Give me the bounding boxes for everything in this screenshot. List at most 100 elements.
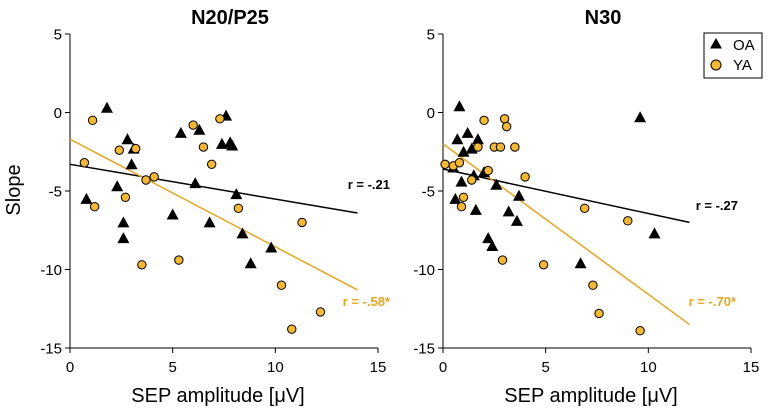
data-point-oa xyxy=(451,133,464,145)
legend-oa-marker xyxy=(710,38,722,49)
data-point-ya xyxy=(215,114,225,124)
x-tick-label: 5 xyxy=(541,359,549,376)
legend-ya-label: YA xyxy=(733,57,752,74)
data-point-ya xyxy=(315,307,326,317)
y-tick-label: 0 xyxy=(427,105,435,122)
data-point-oa xyxy=(634,111,647,123)
r-label-ya: r = -.58* xyxy=(343,294,391,309)
x-tick-label: 15 xyxy=(743,359,760,376)
data-point-oa xyxy=(121,133,134,145)
data-point-oa xyxy=(648,227,661,239)
r-label-oa: r = -.27 xyxy=(696,198,738,213)
data-point-ya xyxy=(276,280,287,290)
data-point-oa xyxy=(80,192,93,204)
r-label-oa: r = -.21 xyxy=(348,177,390,192)
data-point-ya xyxy=(520,172,530,182)
x-tick-label: 5 xyxy=(168,359,176,376)
data-point-ya xyxy=(440,159,450,170)
data-point-oa xyxy=(512,189,525,201)
data-point-oa xyxy=(189,177,202,189)
y-tick-label: -15 xyxy=(40,341,62,358)
y-tick-label: -5 xyxy=(49,184,62,201)
chart-title: N30 xyxy=(585,7,622,29)
y-tick-label: -10 xyxy=(40,262,62,279)
data-point-ya xyxy=(174,255,184,265)
x-tick-label: 15 xyxy=(370,359,387,376)
data-point-ya xyxy=(473,142,483,152)
y-tick-label: -10 xyxy=(413,262,435,279)
y-tick-label: -5 xyxy=(422,184,435,201)
data-point-oa xyxy=(125,158,138,170)
r-label-ya: r = -.70* xyxy=(689,294,737,309)
data-point-oa xyxy=(486,239,499,251)
data-point-ya xyxy=(458,192,469,202)
data-point-ya xyxy=(497,255,508,265)
x-axis-label: SEP amplitude [μV] xyxy=(504,385,677,407)
data-point-ya xyxy=(89,202,100,212)
data-point-ya xyxy=(467,175,477,185)
data-point-ya xyxy=(594,308,604,319)
data-point-ya xyxy=(137,260,147,270)
data-point-ya xyxy=(206,159,217,170)
data-point-oa xyxy=(455,175,468,187)
data-point-oa xyxy=(203,216,216,228)
y-tick-label: 5 xyxy=(54,27,62,44)
data-point-oa xyxy=(453,100,466,112)
data-point-ya xyxy=(579,203,590,213)
data-point-oa xyxy=(244,257,257,269)
data-point-ya xyxy=(79,158,90,168)
data-point-ya xyxy=(479,115,489,126)
data-point-oa xyxy=(117,232,130,244)
data-point-ya xyxy=(588,280,598,290)
data-point-oa xyxy=(230,188,243,200)
legend-oa-label: OA xyxy=(733,37,755,54)
data-point-ya xyxy=(198,142,209,152)
x-tick-label: 0 xyxy=(439,359,447,376)
data-point-oa xyxy=(193,123,206,135)
legend-ya-marker xyxy=(710,59,722,71)
data-point-ya xyxy=(623,216,633,226)
y-tick-label: 5 xyxy=(427,27,435,44)
data-point-oa xyxy=(174,126,187,138)
data-point-oa xyxy=(490,178,503,190)
data-point-ya xyxy=(483,165,493,176)
data-point-ya xyxy=(131,143,141,154)
data-point-ya xyxy=(538,260,549,270)
fit-line-oa xyxy=(69,163,358,214)
data-point-oa xyxy=(265,241,278,253)
data-point-ya xyxy=(501,121,512,132)
data-point-ya xyxy=(287,324,297,334)
data-point-ya xyxy=(635,326,645,336)
data-point-oa xyxy=(457,145,470,157)
legend: OA YA xyxy=(703,32,763,79)
data-point-oa xyxy=(482,232,495,244)
data-point-oa xyxy=(117,216,130,228)
data-point-oa xyxy=(111,180,124,192)
data-point-ya xyxy=(456,202,467,212)
data-point-oa xyxy=(469,203,482,215)
data-point-ya xyxy=(149,172,159,182)
data-point-ya xyxy=(297,217,307,228)
fit-line-ya xyxy=(69,138,358,291)
y-axis-label: Slope xyxy=(3,164,25,215)
data-point-oa xyxy=(461,126,474,138)
data-point-oa xyxy=(236,227,249,239)
data-point-oa xyxy=(574,257,587,269)
chart-title: N20/P25 xyxy=(191,7,269,29)
data-point-ya xyxy=(233,203,244,213)
data-point-ya xyxy=(454,158,465,168)
data-point-oa xyxy=(100,101,113,113)
data-point-ya xyxy=(141,175,151,185)
x-tick-label: 10 xyxy=(267,359,284,376)
data-point-ya xyxy=(495,142,506,152)
x-axis-label: SEP amplitude [μV] xyxy=(131,385,304,407)
y-tick-label: -15 xyxy=(413,341,435,358)
data-point-ya xyxy=(499,114,510,124)
x-tick-label: 10 xyxy=(640,359,657,376)
legend-box xyxy=(703,32,763,79)
y-tick-label: 0 xyxy=(54,105,62,122)
data-point-oa xyxy=(510,214,523,226)
x-tick-label: 0 xyxy=(66,359,74,376)
data-point-oa xyxy=(449,192,462,204)
